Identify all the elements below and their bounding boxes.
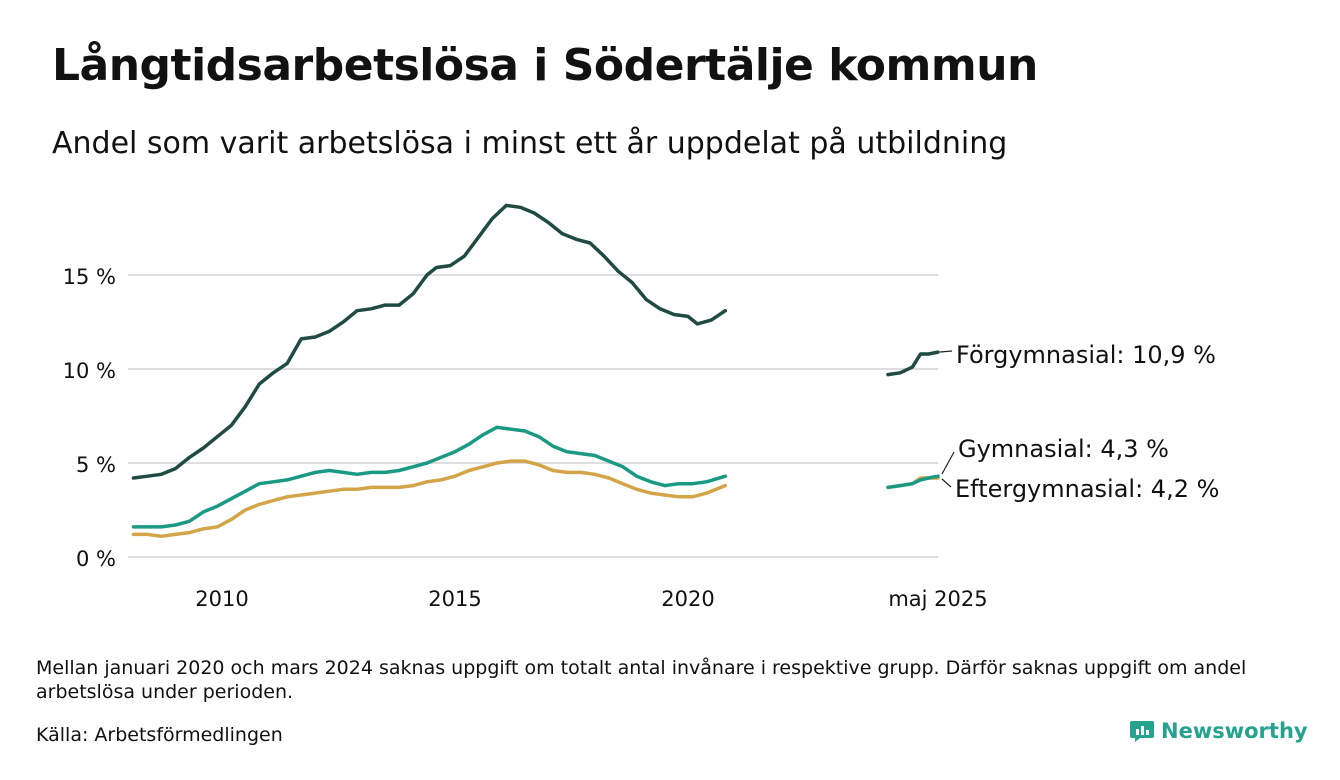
series-end-label-förgymnasial: Förgymnasial: 10,9 %: [956, 341, 1216, 369]
chart-subtitle: Andel som varit arbetslösa i minst ett å…: [52, 126, 1008, 161]
grid-lines: [128, 274, 938, 558]
chart-title: Långtidsarbetslösa i Södertälje kommun: [52, 40, 1038, 91]
series-end-labels: Förgymnasial: 10,9 % Gymnasial: 4,3 % Efte…: [939, 341, 1219, 503]
x-tick-label: 2015: [428, 587, 481, 611]
label-connector: [939, 350, 953, 353]
bar-chart-logo-icon: [1130, 721, 1154, 742]
label-connector: [941, 478, 952, 488]
series-line-gymnasial: [131, 425, 728, 529]
series-line-förgymnasial: [886, 350, 940, 377]
y-tick-label: 10 %: [63, 359, 116, 383]
label-connector: [941, 451, 955, 475]
x-axis-ticks: 2010 2015 2020 maj 2025: [195, 587, 987, 611]
source-text: Källa: Arbetsförmedlingen: [36, 724, 283, 746]
y-tick-label: 0 %: [76, 547, 116, 571]
footnote: Mellan januari 2020 och mars 2024 saknas…: [36, 657, 1247, 703]
x-tick-label: 2020: [661, 587, 714, 611]
y-tick-label: 5 %: [76, 453, 116, 477]
series-line-förgymnasial: [131, 203, 728, 480]
brand-name: Newsworthy: [1161, 719, 1308, 743]
series-line-eftergymnasial: [131, 459, 728, 539]
brand-logo: Newsworthy: [1129, 718, 1308, 744]
line-chart: 0 % 5 % 10 % 15 % 2010 2015 2020 maj 2025 Förg…: [63, 203, 1219, 611]
series-end-label-eftergymnasial: Eftergymnasial: 4,2 %: [955, 475, 1219, 503]
y-axis-ticks: 0 % 5 % 10 % 15 %: [63, 265, 116, 571]
series-lines: [131, 203, 940, 539]
y-tick-label: 15 %: [63, 265, 116, 289]
series-end-label-gymnasial: Gymnasial: 4,3 %: [958, 435, 1169, 463]
series-line-gymnasial: [886, 474, 940, 490]
x-tick-label: maj 2025: [888, 587, 987, 611]
x-tick-label: 2010: [195, 587, 248, 611]
